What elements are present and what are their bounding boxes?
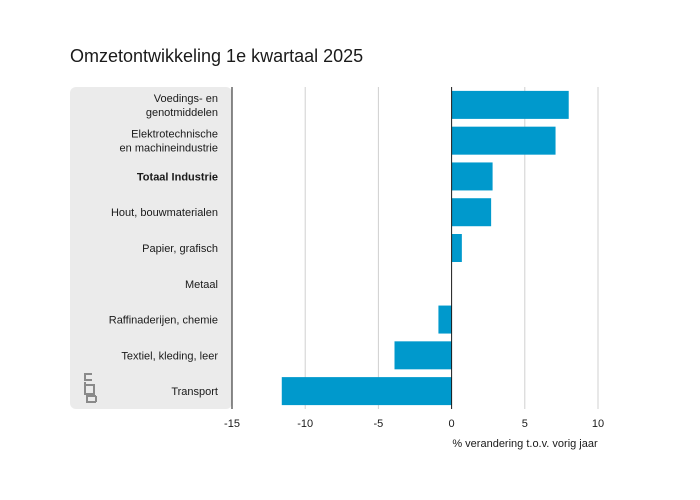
bar <box>438 305 452 334</box>
category-label: Textiel, kleding, leer <box>121 350 218 362</box>
x-tick-label: 0 <box>449 418 455 430</box>
category-label: Raffinaderijen, chemie <box>109 315 218 327</box>
x-tick-label: 5 <box>522 418 528 430</box>
x-tick-label: -10 <box>297 418 313 430</box>
x-tick-label: -5 <box>374 418 384 430</box>
bars <box>281 90 569 406</box>
category-label: Metaal <box>185 279 218 291</box>
category-label: Transport <box>171 386 218 398</box>
chart-title: Omzetontwikkeling 1e kwartaal 2025 <box>70 46 364 66</box>
category-labels: Voedings- en genotmiddelen Elektrotechnisc… <box>109 93 219 398</box>
bar <box>451 90 569 119</box>
category-panel <box>70 87 232 409</box>
category-label: Elektrotechnische en machineindustrie <box>120 129 218 155</box>
x-tick-label: -15 <box>224 418 240 430</box>
category-label: Papier, grafisch <box>142 243 218 255</box>
x-tick-label: 10 <box>592 418 604 430</box>
bar <box>451 234 462 262</box>
bar <box>281 377 452 406</box>
x-tick-labels: -15 -10 -5 0 5 10 <box>224 418 604 430</box>
category-label: Totaal Industrie <box>137 171 218 183</box>
x-axis-title: % verandering t.o.v. vorig jaar <box>452 438 598 450</box>
category-label: Hout, bouwmaterialen <box>111 207 218 219</box>
bar <box>451 198 492 227</box>
bar <box>394 341 452 370</box>
bar <box>451 126 556 155</box>
cbs-logo-icon <box>84 373 97 403</box>
category-label: Voedings- en genotmiddelen <box>146 93 218 119</box>
bar <box>451 162 493 191</box>
